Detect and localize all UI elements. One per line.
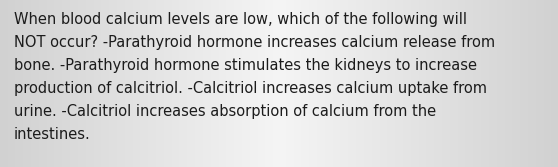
Text: urine. -Calcitriol increases absorption of calcium from the: urine. -Calcitriol increases absorption …	[14, 104, 436, 119]
Text: NOT occur? -Parathyroid hormone increases calcium release from: NOT occur? -Parathyroid hormone increase…	[14, 35, 495, 50]
Text: intestines.: intestines.	[14, 127, 91, 142]
Text: When blood calcium levels are low, which of the following will: When blood calcium levels are low, which…	[14, 12, 467, 27]
Text: bone. -Parathyroid hormone stimulates the kidneys to increase: bone. -Parathyroid hormone stimulates th…	[14, 58, 477, 73]
Text: production of calcitriol. -Calcitriol increases calcium uptake from: production of calcitriol. -Calcitriol in…	[14, 81, 487, 96]
